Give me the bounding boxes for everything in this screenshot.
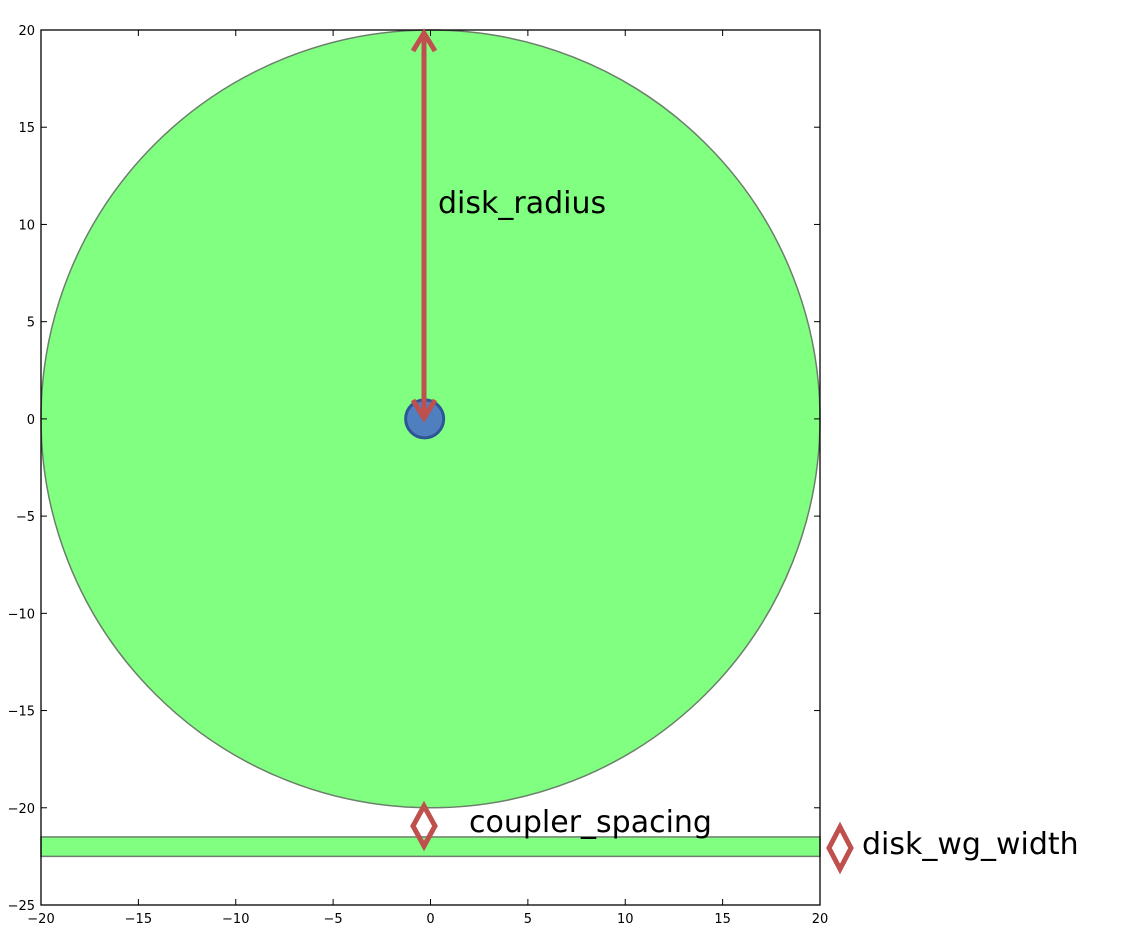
x-tick-label: 0 [426,912,434,927]
y-tick-label: 10 [18,218,35,233]
plot-area: −20 −15 −10 −5 0 5 10 15 2020151050−5−10−15−20−2… [8,24,854,927]
disk-radius-arrowhead-bottom [410,398,438,423]
x-tick-label: 5 [524,912,532,927]
disk-wg-width-marker [826,821,854,875]
y-tick-label: 5 [27,316,35,331]
disk-radius-arrowhead-top [410,28,438,53]
x-tick-label: −15 [125,912,152,927]
y-tick-label: −10 [8,607,35,622]
coupler-spacing-marker [410,800,438,852]
disk-radius-label: disk_radius [438,186,606,221]
y-tick-label: −25 [8,899,35,914]
x-tick-label: 10 [617,912,634,927]
y-tick-label: −20 [8,802,35,817]
x-tick-label: −20 [27,912,54,927]
x-tick-label: −10 [222,912,249,927]
y-tick-label: 20 [18,24,35,39]
x-tick-label: −5 [324,912,343,927]
y-tick-label: −15 [8,705,35,720]
x-tick-label: 20 [812,912,829,927]
disk-wg-width-label: disk_wg_width [862,827,1079,862]
y-tick-label: −5 [16,510,35,525]
x-tick-label: 15 [714,912,731,927]
coupler-spacing-label: coupler_spacing [469,805,712,840]
y-tick-label: 0 [27,413,35,428]
y-tick-label: 15 [18,121,35,136]
